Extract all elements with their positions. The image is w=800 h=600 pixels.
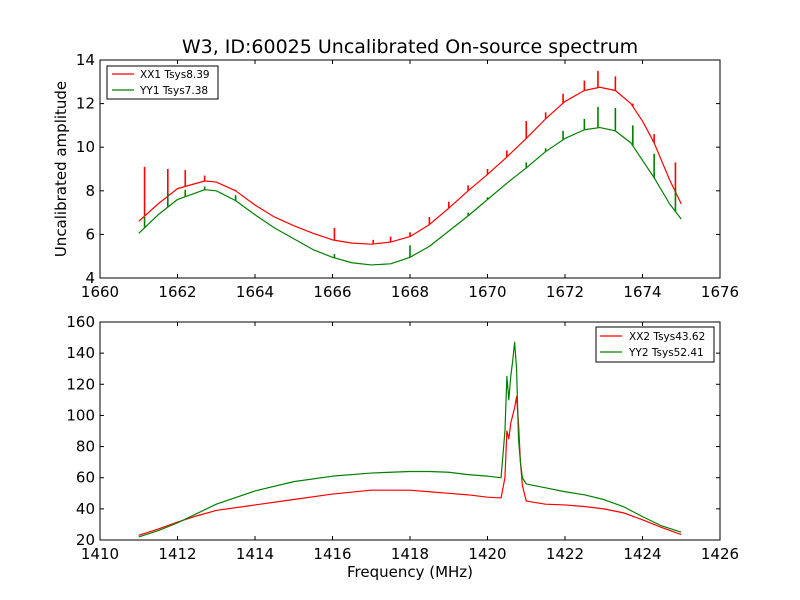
bottom-y-tick-label-5: 120 [66, 375, 95, 393]
bottom-x-tick-label-2: 1414 [236, 545, 274, 563]
bottom-y-tick-label-2: 60 [76, 469, 95, 487]
top-x-tick-label-8: 1676 [701, 283, 739, 301]
bottom-series-line-1 [138, 396, 682, 536]
bottom-ticks: 1410 1412 1414 1416 1418 1420 1422 1424 1426 20 40… [66, 313, 739, 563]
top-x-tick-label-0: 1660 [81, 283, 119, 301]
bottom-x-tick-label-1: 1412 [158, 545, 196, 563]
bottom-y-tick-label-7: 160 [66, 313, 95, 331]
bottom-x-tick-label-3: 1416 [313, 545, 351, 563]
top-plot-lines [138, 70, 682, 266]
bottom-legend-label-yy2: YY2 Tsys52.41 [628, 347, 704, 359]
top-y-axis-label: Uncalibrated amplitude [52, 81, 70, 257]
bottom-y-tick-label-6: 140 [66, 344, 95, 362]
top-x-tick-label-6: 1672 [546, 283, 584, 301]
bottom-spectrum-panel: 1410 1412 1414 1416 1418 1420 1422 1424 1426 20 40… [66, 313, 739, 581]
bottom-plot-lines [138, 341, 682, 538]
top-y-tick-label-4: 12 [76, 95, 95, 113]
top-y-tick-label-0: 4 [85, 269, 95, 287]
bottom-x-tick-label-7: 1424 [623, 545, 661, 563]
bottom-legend: XX2 Tsys43.62 YY2 Tsys52.41 [595, 326, 715, 363]
top-x-tick-label-4: 1668 [391, 283, 429, 301]
top-y-tick-label-5: 14 [76, 51, 95, 69]
bottom-x-tick-label-4: 1418 [391, 545, 429, 563]
bottom-x-tick-label-5: 1420 [468, 545, 506, 563]
top-legend-label-xx1: XX1 Tsys8.39 [140, 69, 210, 81]
top-x-tick-label-3: 1666 [313, 283, 351, 301]
bottom-series-line-2 [138, 341, 682, 538]
top-x-tick-label-7: 1674 [623, 283, 661, 301]
bottom-x-tick-label-6: 1422 [546, 545, 584, 563]
top-y-tick-label-3: 10 [76, 138, 95, 156]
bottom-y-tick-label-0: 20 [76, 531, 95, 549]
bottom-x-tick-label-8: 1426 [701, 545, 739, 563]
top-y-tick-label-1: 6 [85, 225, 95, 243]
bottom-y-tick-label-4: 100 [66, 406, 95, 424]
bottom-y-tick-label-3: 80 [76, 438, 95, 456]
top-x-tick-label-1: 1662 [158, 283, 196, 301]
top-legend-box [106, 65, 219, 100]
bottom-legend-label-xx2: XX2 Tsys43.62 [629, 331, 705, 343]
chart-title: W3, ID:60025 Uncalibrated On-source spec… [182, 36, 638, 58]
top-legend: XX1 Tsys8.39 YY1 Tsys7.38 [106, 65, 219, 100]
bottom-x-tick-label-0: 1410 [81, 545, 119, 563]
top-y-tick-label-2: 8 [85, 182, 95, 200]
bottom-x-axis-label: Frequency (MHz) [347, 563, 473, 581]
top-spectrum-panel: 1660 1662 1664 1666 1668 1670 1672 1674 1676 4 6 8 1… [52, 51, 739, 301]
bottom-legend-box [595, 326, 715, 363]
top-ticks: 1660 1662 1664 1666 1668 1670 1672 1674 1676 4 6 8 1… [76, 51, 739, 301]
top-x-tick-label-2: 1664 [236, 283, 274, 301]
top-legend-label-yy1: YY1 Tsys7.38 [139, 85, 208, 97]
bottom-y-tick-label-1: 40 [76, 500, 95, 518]
top-x-tick-label-5: 1670 [468, 283, 506, 301]
